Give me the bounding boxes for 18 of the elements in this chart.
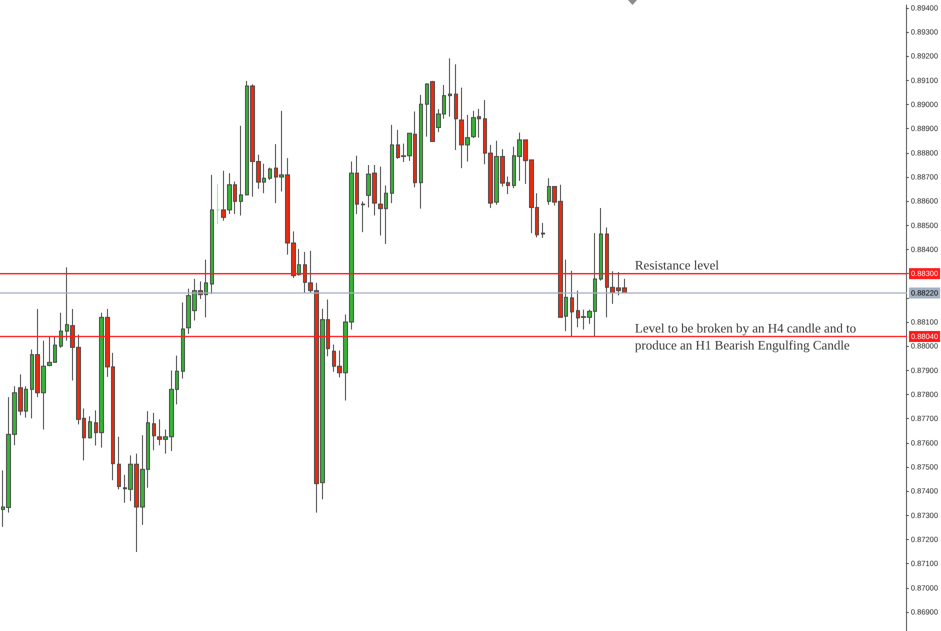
candlestick [117, 436, 121, 490]
candlestick [541, 222, 545, 238]
candlestick [239, 125, 243, 216]
candlestick [361, 200, 365, 233]
candlestick [88, 416, 92, 439]
candlestick [390, 124, 394, 204]
candlestick [570, 270, 574, 337]
candlestick [268, 167, 272, 180]
candlestick [216, 184, 220, 225]
candlestick [210, 174, 214, 294]
candlestick [59, 312, 63, 348]
candlestick [454, 64, 458, 150]
candlestick [448, 58, 452, 118]
candlestick [419, 94, 423, 210]
annotation: Resistance level [634, 258, 720, 273]
candlestick [181, 302, 185, 380]
candlestick [599, 207, 603, 282]
annotation: Level to be broken by an H4 candle and to produce an H1 Bearish Engulfing Candle [634, 320, 856, 352]
